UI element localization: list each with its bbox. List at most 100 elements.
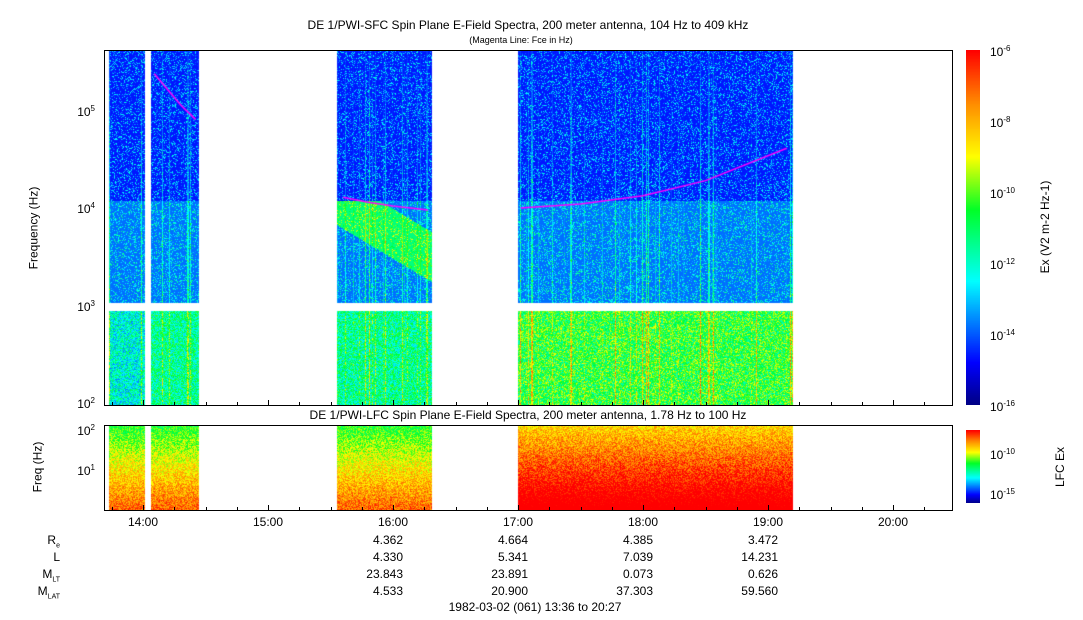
x-minor-tick xyxy=(643,507,644,510)
x-minor-tick xyxy=(361,402,363,405)
x-minor-tick xyxy=(549,402,551,405)
sfc-cbtick: 10-16 xyxy=(990,399,1015,414)
x-minor-tick xyxy=(424,402,426,405)
ephemeris-label: MLT xyxy=(42,567,60,584)
x-minor-tick xyxy=(861,507,863,510)
lfc-cbtick-15: 10-15 xyxy=(990,487,1015,502)
ephemeris-value: 4.330 xyxy=(372,550,403,564)
x-tick-label: 17:00 xyxy=(502,515,534,529)
ephemeris-value: 14.231 xyxy=(741,550,778,564)
x-minor-tick xyxy=(174,402,176,405)
sfc-ytick-label: 103 xyxy=(77,298,95,314)
x-minor-tick xyxy=(205,402,207,405)
ephemeris-value: 4.533 xyxy=(372,584,403,598)
x-minor-tick xyxy=(299,402,301,405)
x-minor-tick xyxy=(830,402,832,405)
x-minor-tick xyxy=(580,402,582,405)
x-minor-tick xyxy=(111,402,113,405)
x-minor-tick xyxy=(549,507,551,510)
x-minor-tick xyxy=(611,402,613,405)
x-minor-tick xyxy=(861,402,863,405)
x-tick-label: 14:00 xyxy=(127,515,159,529)
x-minor-tick xyxy=(799,507,801,510)
x-minor-tick xyxy=(424,507,426,510)
x-minor-tick xyxy=(361,507,363,510)
x-minor-tick xyxy=(799,402,801,405)
x-minor-tick xyxy=(174,507,176,510)
ephemeris-value: 5.341 xyxy=(497,550,528,564)
sfc-ytick-label: 102 xyxy=(77,396,95,411)
sfc-cbtick: 10-12 xyxy=(990,257,1015,272)
x-minor-tick xyxy=(674,402,676,405)
sfc-subtitle: (Magenta Line: Fce in Hz) xyxy=(469,35,573,45)
x-minor-tick xyxy=(674,507,676,510)
ephemeris-value: 4.385 xyxy=(622,533,653,547)
ephemeris-value: 3.472 xyxy=(747,533,778,547)
x-minor-tick xyxy=(705,402,707,405)
x-minor-tick xyxy=(705,507,707,510)
ephemeris-value: 0.626 xyxy=(747,567,778,581)
x-minor-tick xyxy=(299,507,301,510)
x-minor-tick xyxy=(486,507,488,510)
x-tick-label: 19:00 xyxy=(752,515,784,529)
x-minor-tick xyxy=(393,507,394,510)
x-tick-label: 15:00 xyxy=(252,515,284,529)
sfc-spectrogram xyxy=(104,50,952,405)
x-minor-tick xyxy=(768,507,769,510)
x-minor-tick xyxy=(486,402,488,405)
lfc-colorbar xyxy=(966,430,980,503)
lfc-ytick-100: 102 xyxy=(77,423,95,438)
x-minor-tick xyxy=(143,507,144,510)
x-minor-tick xyxy=(330,402,332,405)
sfc-plot-frame xyxy=(104,50,953,406)
x-minor-tick xyxy=(768,402,769,405)
sfc-cbtick: 10-8 xyxy=(990,115,1011,130)
sfc-ytick-label: 104 xyxy=(77,201,95,216)
ephemeris-value: 4.362 xyxy=(372,533,403,547)
ephemeris-value: 4.664 xyxy=(497,533,528,547)
lfc-title: DE 1/PWI-LFC Spin Plane E-Field Spectra,… xyxy=(309,408,747,422)
lfc-colorbar-label: LFC Ex xyxy=(1053,446,1068,488)
x-minor-tick xyxy=(736,402,738,405)
x-minor-tick xyxy=(611,507,613,510)
x-minor-tick xyxy=(518,507,519,510)
x-minor-tick xyxy=(518,402,519,405)
x-minor-tick xyxy=(268,507,269,510)
x-minor-tick xyxy=(205,507,207,510)
x-minor-tick xyxy=(736,507,738,510)
ephemeris-label: L xyxy=(53,550,60,564)
x-minor-tick xyxy=(893,402,894,405)
ephemeris-value: 20.900 xyxy=(491,584,528,598)
ephemeris-value: 59.560 xyxy=(741,584,778,598)
sfc-cbtick: 10-6 xyxy=(990,44,1011,59)
lfc-cbtick-10: 10-10 xyxy=(990,447,1015,462)
x-minor-tick xyxy=(143,402,144,405)
x-minor-tick xyxy=(643,402,644,405)
ephemeris-value: 0.073 xyxy=(622,567,653,581)
ephemeris-value: 37.303 xyxy=(616,584,653,598)
x-minor-tick xyxy=(455,507,457,510)
x-minor-tick xyxy=(924,402,926,405)
x-minor-tick xyxy=(236,507,238,510)
sfc-title: DE 1/PWI-SFC Spin Plane E-Field Spectra,… xyxy=(307,18,749,32)
sfc-ylabel: Frequency (Hz) xyxy=(26,186,41,270)
x-minor-tick xyxy=(455,402,457,405)
x-minor-tick xyxy=(830,507,832,510)
ephemeris-value: 23.891 xyxy=(491,567,528,581)
ephemeris-label: MLAT xyxy=(37,584,60,601)
x-minor-tick xyxy=(393,402,394,405)
ephemeris-label: Re xyxy=(47,533,60,550)
sfc-cbtick: 10-10 xyxy=(990,186,1015,201)
x-minor-tick xyxy=(236,402,238,405)
time-range-caption: 1982-03-02 (061) 13:36 to 20:27 xyxy=(448,600,622,614)
sfc-colorbar-label: Ex (V2 m-2 Hz-1) xyxy=(1038,180,1052,274)
x-minor-tick xyxy=(111,507,113,510)
x-minor-tick xyxy=(893,507,894,510)
sfc-colorbar xyxy=(966,50,980,405)
x-minor-tick xyxy=(330,507,332,510)
x-tick-label: 16:00 xyxy=(377,515,409,529)
lfc-plot-frame xyxy=(104,425,953,511)
x-minor-tick xyxy=(580,507,582,510)
x-tick-label: 20:00 xyxy=(877,515,909,529)
x-minor-tick xyxy=(924,507,926,510)
